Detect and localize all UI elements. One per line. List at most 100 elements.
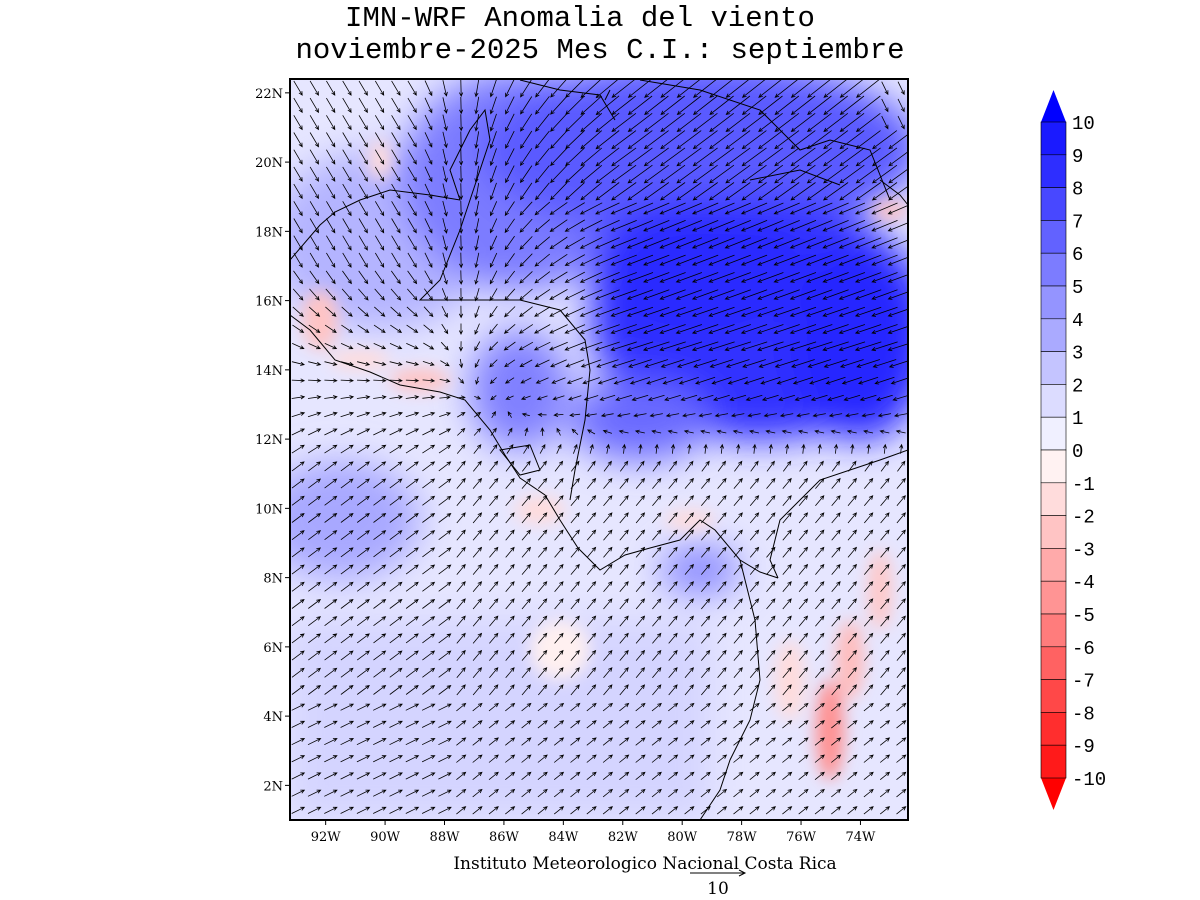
wind-arrow (389, 667, 403, 678)
wind-arrow (374, 80, 385, 96)
wind-arrow (554, 667, 564, 679)
wind-arrow (356, 667, 370, 678)
wind-arrow (668, 649, 678, 661)
wind-arrow (692, 147, 718, 167)
wind-arrow (472, 737, 483, 746)
shaded-field (290, 79, 908, 820)
wind-arrow (823, 79, 848, 98)
wind-arrow (489, 288, 498, 302)
wind-arrow (794, 394, 812, 401)
wind-arrow (389, 703, 403, 711)
wind-arrow (389, 581, 403, 592)
lon-tick-label: 88W (430, 830, 461, 845)
wind-arrow (675, 272, 703, 283)
wind-arrow (291, 378, 306, 383)
wind-arrow (847, 649, 857, 661)
wind-arrow (638, 443, 643, 454)
wind-arrow (389, 547, 403, 558)
wind-arrow (405, 564, 419, 575)
wind-arrow (814, 806, 825, 815)
wind-arrow (831, 788, 842, 798)
wind-arrow (505, 79, 515, 98)
wind-arrow (442, 235, 448, 251)
wind-arrow (871, 164, 898, 184)
wind-arrow (603, 495, 613, 507)
wind-arrow (340, 633, 354, 644)
wind-arrow (489, 201, 498, 217)
wind-arrow (831, 737, 842, 746)
wind-arrow (586, 615, 597, 627)
wind-arrow (729, 394, 747, 401)
wind-arrow (815, 460, 824, 472)
wind-arrow (676, 164, 702, 184)
wind-arrow (838, 254, 866, 266)
wind-arrow (782, 581, 792, 593)
wind-arrow (896, 581, 906, 593)
wind-arrow (308, 598, 322, 609)
wind-arrow (579, 237, 603, 249)
wind-arrow (610, 220, 637, 232)
wind-arrow (782, 667, 792, 679)
wind-arrow (684, 702, 695, 712)
wind-arrow (521, 720, 532, 729)
wind-arrow (571, 428, 579, 435)
wind-arrow (863, 649, 874, 661)
wind-arrow (521, 771, 532, 781)
wind-arrow (845, 413, 859, 418)
wind-arrow (459, 358, 464, 369)
wind-arrow (291, 478, 305, 489)
wind-arrow (340, 428, 354, 436)
wind-arrow (373, 581, 387, 592)
wind-arrow (324, 395, 338, 400)
wind-arrow (293, 97, 303, 114)
wind-arrow (838, 237, 866, 249)
wind-arrow (896, 529, 906, 541)
wind-arrow (340, 738, 355, 746)
wind-arrow (733, 649, 743, 661)
wind-arrow (474, 288, 480, 302)
wind-arrow (308, 361, 322, 366)
wind-arrow (358, 270, 369, 285)
wind-arrow (570, 737, 581, 746)
wind-arrow (422, 564, 436, 575)
wind-arrow (647, 394, 665, 401)
wind-arrow (521, 806, 532, 815)
wind-arrow (742, 359, 766, 368)
wind-arrow (636, 460, 645, 472)
wind-arrow (553, 737, 565, 746)
wind-arrow (374, 149, 385, 165)
wind-arrow (340, 650, 354, 661)
wind-arrow (438, 547, 452, 558)
wind-arrow (293, 252, 303, 268)
wind-arrow (373, 478, 387, 489)
wind-arrow (700, 806, 711, 815)
wind-arrow (651, 806, 662, 815)
title-line-1: IMN-WRF Anomalia del viento (345, 2, 815, 35)
wind-arrow (407, 149, 417, 165)
wind-arrow (505, 581, 515, 593)
wind-arrow (866, 443, 871, 454)
wind-arrow (291, 738, 306, 746)
wind-arrow (838, 272, 866, 283)
wind-arrow (324, 564, 338, 575)
wind-arrow (619, 615, 629, 627)
wind-arrow (782, 460, 792, 472)
wind-arrow (745, 394, 763, 401)
wind-arrow (749, 806, 760, 815)
wind-arrow (309, 132, 319, 148)
wind-arrow (611, 79, 637, 98)
wind-arrow (570, 477, 580, 489)
wind-arrow (519, 218, 533, 233)
wind-arrow (782, 649, 792, 661)
wind-arrow (472, 615, 483, 627)
wind-arrow (725, 79, 751, 98)
wind-arrow (733, 581, 743, 593)
wind-arrow (586, 702, 597, 712)
wind-arrow (405, 738, 420, 746)
colorbar-band (1040, 449, 1067, 484)
wind-arrow (619, 702, 630, 712)
wind-arrow (373, 755, 387, 763)
wind-arrow (459, 200, 464, 217)
wind-arrow (307, 789, 322, 797)
wind-arrow (774, 79, 800, 98)
